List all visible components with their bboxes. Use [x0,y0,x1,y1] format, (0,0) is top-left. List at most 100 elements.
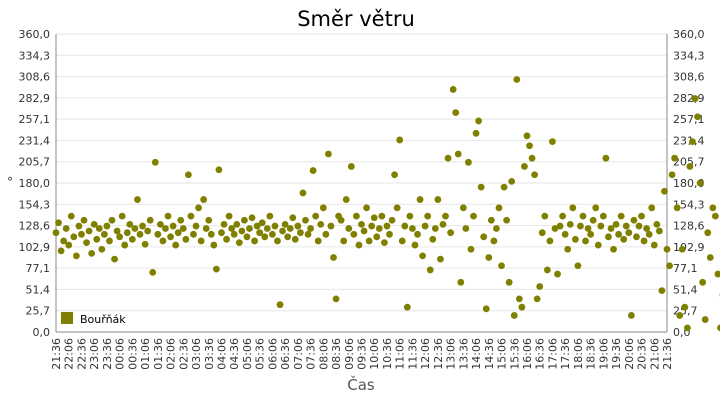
x-tick-label: 09:36 [356,338,369,370]
data-point [638,213,645,220]
data-point [391,171,398,178]
data-point [615,231,622,238]
data-point [236,239,243,246]
data-point [480,233,487,240]
data-point [600,213,607,220]
y-tick-label-right: 128,6 [673,220,705,233]
data-point [506,279,513,286]
data-point [104,223,111,230]
x-tick-label: 13:06 [445,338,458,370]
y-tick-label: 282,9 [19,92,51,105]
data-point [503,217,510,224]
data-point [353,213,360,220]
data-point [300,190,307,197]
x-tick-label: 09:06 [343,338,356,370]
data-point [524,132,531,139]
x-tick-label: 04:36 [228,338,241,370]
data-point [704,229,711,236]
x-tick-label: 23:36 [101,338,114,370]
y-tick-label-right: 282,9 [673,92,705,105]
x-tick-label: 07:06 [292,338,305,370]
chart-title: Směr větru [297,7,415,31]
x-tick-label: 17:06 [546,338,559,370]
data-point [406,213,413,220]
x-tick-label: 15:06 [496,338,509,370]
data-point [345,225,352,232]
x-tick-label: 12:36 [432,338,445,370]
data-point [88,250,95,257]
data-point [442,213,449,220]
data-point [366,238,373,245]
data-point [195,204,202,211]
data-point [154,231,161,238]
data-point [81,217,88,224]
x-tick-label: 04:06 [215,338,228,370]
data-point [249,214,256,221]
data-point [111,256,118,263]
data-point [203,225,210,232]
data-point [465,159,472,166]
data-point [582,238,589,245]
x-tick-label: 16:36 [534,338,547,370]
data-point [284,233,291,240]
data-point [307,225,314,232]
data-point [246,225,253,232]
data-point [580,213,587,220]
data-point [516,295,523,302]
data-point [142,241,149,248]
data-point [96,225,103,232]
y-tick-label-right: 308,6 [673,71,705,84]
data-point [618,213,625,220]
data-point [610,246,617,253]
data-point [687,163,694,170]
data-point [266,213,273,220]
data-point [674,204,681,211]
data-point [404,304,411,311]
x-tick-label: 10:36 [381,338,394,370]
data-point [694,113,701,120]
data-point [292,236,299,243]
data-point [422,223,429,230]
data-point [190,231,197,238]
x-tick-label: 03:06 [190,338,203,370]
x-tick-label: 07:36 [305,338,318,370]
data-point [656,228,663,235]
data-point [389,217,396,224]
x-tick-label: 14:06 [470,338,483,370]
data-point [233,221,240,228]
data-point [452,109,459,116]
grid [56,34,667,332]
data-point [116,233,123,240]
data-point [231,231,238,238]
data-point [213,266,220,273]
data-point [412,242,419,249]
data-point [83,239,90,246]
legend-label: Bouřňák [80,313,126,326]
x-tick-label: 21:36 [661,338,674,370]
data-point [358,221,365,228]
data-point [238,228,245,235]
data-point [455,151,462,158]
data-point [269,231,276,238]
data-point [152,159,159,166]
data-point [167,233,174,240]
data-point [562,231,569,238]
data-point [134,196,141,203]
data-point [193,223,200,230]
y-tick-label: 205,7 [19,156,51,169]
y-tick-label: 257,1 [19,113,51,126]
x-tick-label: 06:36 [279,338,292,370]
data-point [539,229,546,236]
data-point [460,204,467,211]
data-point [137,231,144,238]
data-point [478,184,485,191]
data-point [518,304,525,311]
data-point [473,130,480,137]
data-point [65,242,72,249]
data-point [297,229,304,236]
x-tick-label: 01:36 [152,338,165,370]
data-point [63,225,70,232]
x-tick-label: 19:06 [597,338,610,370]
data-point [272,223,279,230]
data-point [109,217,116,224]
